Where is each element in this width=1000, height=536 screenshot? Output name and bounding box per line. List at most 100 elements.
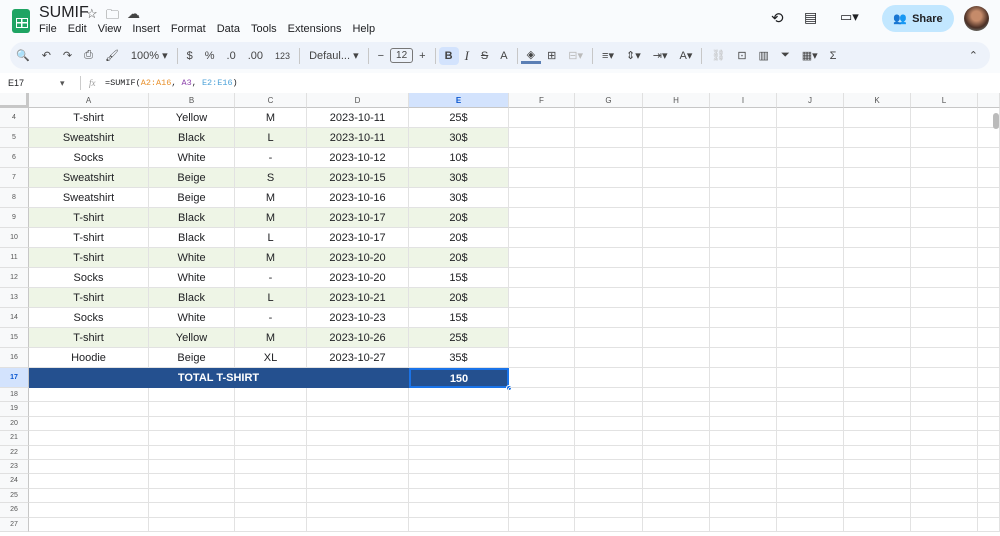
- cell[interactable]: White: [149, 268, 235, 288]
- name-box-dropdown-icon[interactable]: ▾: [60, 77, 65, 88]
- empty-cell[interactable]: [643, 168, 710, 188]
- empty-cell[interactable]: [643, 148, 710, 168]
- empty-cell[interactable]: [911, 128, 978, 148]
- empty-cell[interactable]: [978, 348, 1000, 368]
- cell[interactable]: 2023-10-17: [307, 228, 409, 248]
- meet-icon[interactable]: ▭▾: [840, 9, 859, 24]
- empty-cell[interactable]: [710, 388, 777, 403]
- empty-cell[interactable]: [149, 460, 235, 475]
- empty-cell[interactable]: [643, 488, 710, 504]
- font-select[interactable]: Defaul... ▾: [309, 50, 359, 62]
- empty-cell[interactable]: [844, 431, 911, 446]
- empty-cell[interactable]: [509, 108, 575, 128]
- empty-cell[interactable]: [978, 368, 1000, 388]
- empty-cell[interactable]: [978, 503, 1000, 518]
- empty-cell[interactable]: [575, 128, 643, 148]
- empty-cell[interactable]: [911, 460, 978, 475]
- empty-cell[interactable]: [509, 268, 575, 288]
- empty-cell[interactable]: [844, 402, 911, 417]
- empty-cell[interactable]: [844, 248, 911, 268]
- empty-cell[interactable]: [911, 388, 978, 403]
- cell[interactable]: Black: [149, 208, 235, 228]
- empty-cell[interactable]: [710, 431, 777, 446]
- empty-cell[interactable]: [643, 188, 710, 208]
- empty-cell[interactable]: [777, 388, 844, 403]
- empty-cell[interactable]: [235, 488, 307, 504]
- empty-cell[interactable]: [777, 208, 844, 228]
- empty-cell[interactable]: [307, 488, 409, 504]
- row-header[interactable]: 16: [0, 348, 29, 368]
- cell[interactable]: XL: [235, 348, 307, 368]
- cell[interactable]: T-shirt: [29, 248, 149, 268]
- column-header-j[interactable]: J: [777, 93, 844, 108]
- empty-cell[interactable]: [978, 445, 1000, 460]
- empty-cell[interactable]: [710, 128, 777, 148]
- empty-cell[interactable]: [509, 431, 575, 446]
- empty-cell[interactable]: [777, 188, 844, 208]
- empty-cell[interactable]: [149, 402, 235, 417]
- vertical-align-icon[interactable]: ⇕▾: [625, 50, 641, 62]
- empty-cell[interactable]: [575, 460, 643, 475]
- empty-cell[interactable]: [509, 416, 575, 432]
- empty-cell[interactable]: [149, 503, 235, 518]
- filter-views-icon[interactable]: ▦▾: [801, 50, 818, 62]
- empty-cell[interactable]: [978, 128, 1000, 148]
- functions-icon[interactable]: Σ: [829, 49, 837, 62]
- empty-cell[interactable]: [844, 474, 911, 489]
- cell[interactable]: 15$: [409, 308, 509, 328]
- empty-cell[interactable]: [710, 248, 777, 268]
- empty-cell[interactable]: [643, 268, 710, 288]
- empty-cell[interactable]: [777, 328, 844, 348]
- empty-cell[interactable]: [235, 402, 307, 417]
- currency-button[interactable]: $: [186, 49, 193, 62]
- empty-cell[interactable]: [777, 517, 844, 532]
- empty-cell[interactable]: [235, 388, 307, 403]
- empty-cell[interactable]: [911, 188, 978, 208]
- empty-cell[interactable]: [911, 488, 978, 504]
- empty-cell[interactable]: [911, 368, 978, 388]
- star-icon[interactable]: ☆: [86, 6, 98, 21]
- empty-cell[interactable]: [777, 108, 844, 128]
- cell[interactable]: Black: [149, 228, 235, 248]
- empty-cell[interactable]: [575, 248, 643, 268]
- empty-cell[interactable]: [844, 517, 911, 532]
- menu-view[interactable]: View: [97, 23, 122, 35]
- empty-cell[interactable]: [911, 288, 978, 308]
- row-header[interactable]: 4: [0, 108, 29, 128]
- empty-cell[interactable]: [844, 388, 911, 403]
- share-button[interactable]: 👥 Share: [882, 5, 954, 32]
- empty-cell[interactable]: [777, 168, 844, 188]
- empty-cell[interactable]: [911, 328, 978, 348]
- empty-cell[interactable]: [710, 402, 777, 417]
- empty-cell[interactable]: [777, 460, 844, 475]
- bold-button[interactable]: B: [438, 46, 459, 65]
- empty-cell[interactable]: [978, 488, 1000, 504]
- empty-cell[interactable]: [575, 445, 643, 460]
- column-header-f[interactable]: F: [509, 93, 575, 108]
- cell[interactable]: Hoodie: [29, 348, 149, 368]
- empty-cell[interactable]: [29, 517, 149, 532]
- empty-cell[interactable]: [911, 268, 978, 288]
- cell[interactable]: 2023-10-20: [307, 248, 409, 268]
- vertical-scrollbar[interactable]: [993, 113, 999, 129]
- empty-cell[interactable]: [575, 308, 643, 328]
- merge-cells-icon[interactable]: ⊟▾: [568, 50, 584, 62]
- font-size-increase[interactable]: +: [419, 49, 426, 62]
- empty-cell[interactable]: [643, 474, 710, 489]
- empty-cell[interactable]: [509, 488, 575, 504]
- row-header[interactable]: 11: [0, 248, 29, 268]
- empty-cell[interactable]: [978, 517, 1000, 532]
- empty-cell[interactable]: [509, 308, 575, 328]
- cell[interactable]: -: [235, 148, 307, 168]
- cell[interactable]: Sweatshirt: [29, 188, 149, 208]
- empty-cell[interactable]: [777, 503, 844, 518]
- fill-handle[interactable]: [506, 385, 512, 391]
- cell[interactable]: 20$: [409, 208, 509, 228]
- cell[interactable]: S: [235, 168, 307, 188]
- empty-cell[interactable]: [575, 503, 643, 518]
- cell[interactable]: 2023-10-12: [307, 148, 409, 168]
- row-header[interactable]: 14: [0, 308, 29, 328]
- empty-cell[interactable]: [911, 348, 978, 368]
- row-header[interactable]: 12: [0, 268, 29, 288]
- empty-cell[interactable]: [149, 431, 235, 446]
